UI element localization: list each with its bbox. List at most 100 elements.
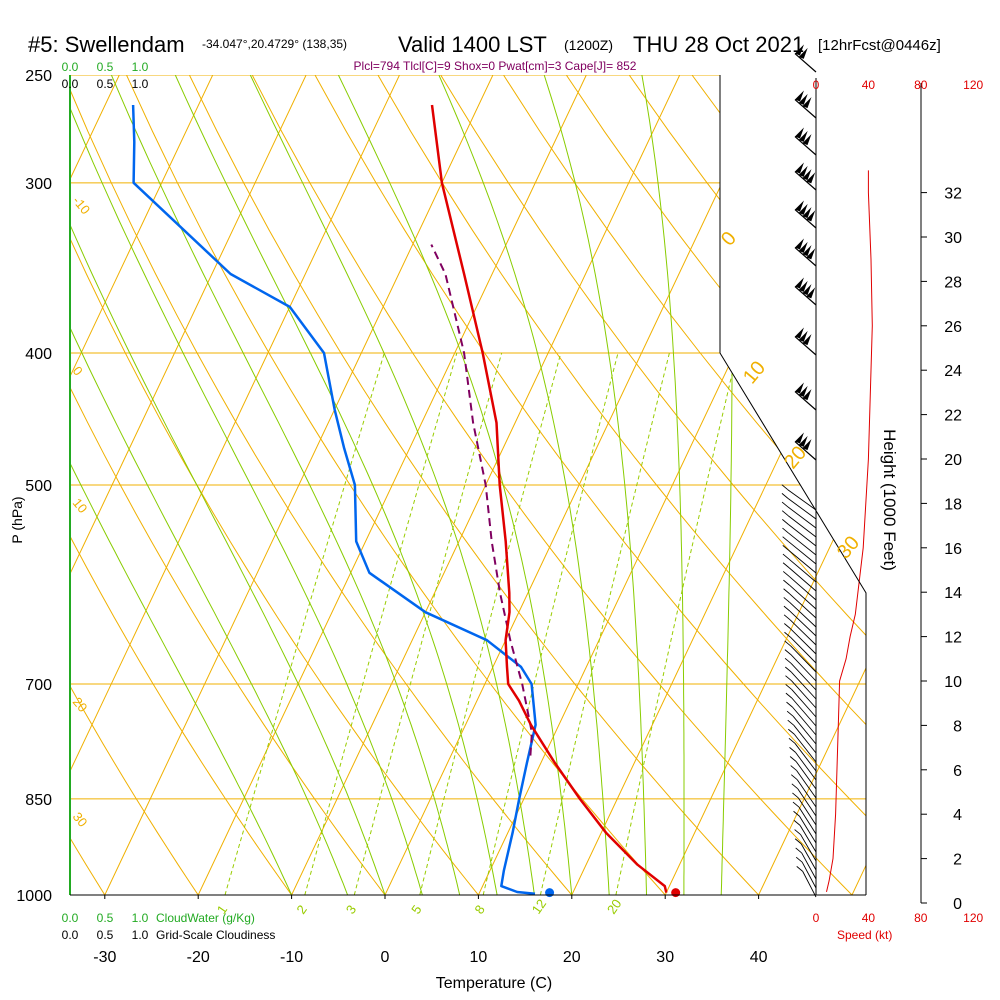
wind-barb-staff	[795, 752, 817, 781]
temperature-tick-label: -30	[93, 949, 116, 966]
isotherm-label: 0	[70, 363, 86, 378]
wind-barb-feather	[785, 692, 793, 699]
isotherm-line	[70, 75, 183, 895]
cloudiness-tick-bottom: 0.5	[97, 928, 114, 942]
wind-barb-flag	[798, 203, 808, 215]
moist-adiabat-line	[70, 75, 461, 895]
wind-barb-feather	[796, 866, 804, 872]
wind-barb-staff	[787, 489, 817, 511]
mixing-ratio-line	[482, 352, 619, 895]
wind-barb-staff	[788, 567, 817, 592]
height-tick-label: 6	[953, 763, 962, 780]
wind-barb-staff	[794, 99, 817, 119]
wind-barb-flag	[802, 389, 812, 401]
dry-adiabat-line	[542, 75, 866, 895]
wind-barb-staff	[788, 524, 817, 547]
speed-tick-bottom: 40	[862, 911, 876, 925]
height-tick-label: 26	[944, 319, 962, 336]
wind-barb-flag	[802, 245, 812, 257]
mixing-ratio-line	[224, 352, 385, 895]
wind-barb-feather	[782, 571, 790, 577]
temperature-tick-label: -20	[187, 949, 210, 966]
wind-barb-feather	[789, 747, 796, 753]
wind-barb-feather	[786, 701, 793, 708]
wind-barb-feather	[795, 856, 803, 863]
wind-barb-feather	[791, 783, 799, 790]
wind-barb-flag	[806, 172, 816, 184]
wind-barb-feather	[784, 631, 791, 638]
isotherm-line	[90, 75, 556, 895]
dry-adiabat-line	[483, 75, 866, 895]
height-tick-label: 32	[944, 186, 962, 203]
dry-adiabat-line	[306, 75, 866, 895]
wind-barb	[782, 527, 817, 556]
wind-barb	[781, 493, 817, 520]
wind-barb-flag	[798, 130, 808, 142]
wind-barb-flag	[798, 165, 808, 177]
wind-barb-staff	[788, 541, 817, 565]
wind-barb	[785, 684, 817, 718]
wind-barb	[784, 657, 817, 691]
wind-barb-flag	[798, 47, 808, 59]
wind-barb-staff	[796, 770, 817, 799]
moist-adiabat-line	[377, 75, 610, 895]
dry-adiabat-line	[70, 75, 503, 895]
wind-barb	[794, 200, 817, 229]
wind-barb	[788, 737, 817, 772]
isotherm-line	[277, 75, 743, 895]
wind-barb-flag	[794, 238, 804, 250]
isotherm-line	[70, 75, 276, 895]
wind-barb-feather	[792, 792, 799, 799]
wind-barb	[792, 792, 817, 826]
wind-barb-staff	[792, 715, 817, 745]
moist-adiabat-line	[70, 75, 423, 895]
wind-barb	[794, 432, 817, 461]
wind-barb	[794, 238, 817, 267]
station-title: #5: Swellendam	[28, 32, 185, 57]
wind-barb-flag	[794, 44, 804, 56]
dry-adiabat-line	[70, 75, 597, 895]
pressure-tick-label: 300	[25, 176, 52, 193]
x-axis-title: Temperature (C)	[436, 975, 552, 992]
temperature-tick-label: 30	[656, 949, 674, 966]
wind-barb	[793, 820, 817, 853]
wind-barb-staff	[789, 628, 817, 655]
forecast-tag: [12hrFcst@0446z]	[818, 37, 941, 54]
wind-barb	[783, 605, 817, 637]
wind-speed-profile	[826, 170, 873, 893]
wind-barb-feather	[789, 756, 797, 762]
dry-adiabat-line	[70, 75, 124, 895]
wind-barb	[796, 866, 817, 898]
mixing-ratio-label: 2	[293, 902, 309, 917]
dry-adiabat-line	[0, 0, 28, 924]
isotherm-label: 30	[70, 809, 91, 830]
wind-barb-staff	[799, 816, 817, 844]
dry-adiabat-line	[837, 75, 866, 895]
temperature-tick-label: -10	[280, 949, 303, 966]
wind-barb-staff	[794, 336, 817, 356]
isotherm-line	[557, 75, 866, 895]
wind-barb-flag	[794, 90, 804, 102]
forecast-date: THU 28 Oct 2021	[633, 32, 804, 57]
wind-barb	[782, 536, 817, 565]
wind-barb-staff	[793, 724, 817, 754]
wind-barb-staff	[789, 584, 817, 610]
speed-tick-bottom: 120	[963, 911, 983, 925]
wind-barb-staff	[800, 834, 817, 862]
wind-barb-staff	[788, 532, 817, 556]
isotherm-line	[70, 75, 463, 895]
wind-barb-feather	[793, 820, 801, 826]
mixing-ratio-label: 12	[529, 896, 550, 916]
wind-barb-flag	[794, 127, 804, 139]
plot-right-boundary	[719, 75, 867, 895]
wind-barb-feather	[793, 810, 800, 817]
wind-barb-feather	[783, 614, 791, 621]
wind-barb-flag	[798, 93, 808, 105]
sounding-indices: Plcl=794 Tlcl[C]=9 Shox=0 Pwat[cm]=3 Cap…	[354, 59, 637, 73]
wind-barb	[782, 519, 817, 547]
wind-barb-feather	[787, 719, 795, 726]
background-grid	[0, 0, 866, 924]
cloudiness-tick-bottom: 1.0	[132, 928, 149, 942]
wind-barb-staff	[790, 636, 817, 664]
wind-barb	[792, 801, 817, 835]
